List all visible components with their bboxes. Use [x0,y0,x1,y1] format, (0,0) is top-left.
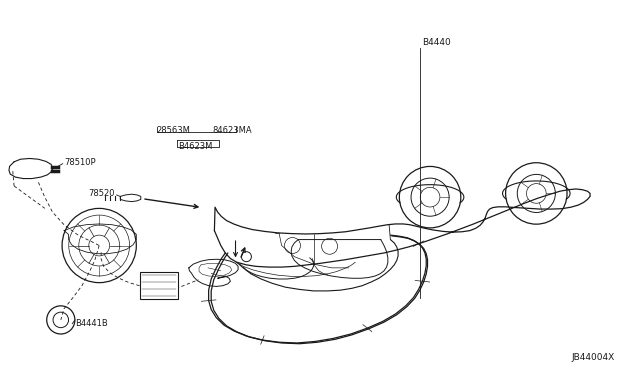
Text: JB44004X: JB44004X [571,353,614,362]
Text: B4441B: B4441B [76,319,108,328]
Text: 78520: 78520 [89,189,115,198]
Text: 28563M: 28563M [157,126,191,135]
Text: 84623MA: 84623MA [212,126,252,135]
Text: B4623M: B4623M [178,142,212,151]
FancyBboxPatch shape [140,272,178,299]
Text: 78510P: 78510P [64,158,95,167]
Text: B4440: B4440 [422,38,451,47]
